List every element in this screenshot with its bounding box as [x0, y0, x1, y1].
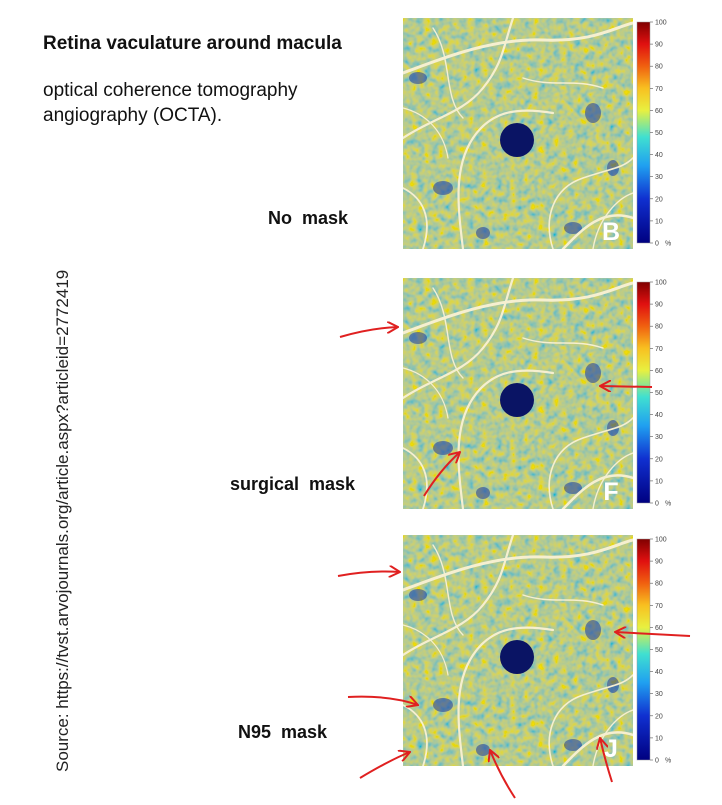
colorbar-tick-label: 90 — [655, 302, 663, 309]
subtitle-line: optical coherence tomography — [43, 80, 298, 101]
octa-image — [403, 535, 633, 766]
colorbar-tick-label: 0 — [655, 241, 659, 248]
colorbar-tick-label: 10 — [655, 478, 663, 485]
colorbar-tick-label: 50 — [655, 130, 663, 137]
arrow — [615, 632, 691, 636]
colorbar-tick-label: 60 — [655, 368, 663, 375]
colorbar-tick-label: 0 — [655, 758, 659, 765]
arrow — [600, 738, 613, 783]
colorbar-unit: % — [665, 501, 671, 508]
colorbar — [636, 281, 651, 504]
arrow — [337, 572, 400, 577]
arrow — [600, 386, 653, 387]
colorbar — [636, 21, 651, 244]
panel-letter: B — [602, 218, 620, 246]
colorbar-tick-label: 20 — [655, 456, 663, 463]
colorbar-unit: % — [665, 758, 671, 765]
arrow — [339, 327, 398, 338]
colorbar-tick-label: 30 — [655, 434, 663, 441]
colorbar-tick-label: 10 — [655, 735, 663, 742]
colorbar-tick-label: 90 — [655, 559, 663, 566]
panel-letter: F — [603, 478, 618, 506]
colorbar-tick-label: 40 — [655, 412, 663, 419]
arrow — [359, 752, 410, 779]
colorbar-tick-label: 20 — [655, 713, 663, 720]
colorbar-tick-label: 70 — [655, 346, 663, 353]
colorbar-tick-label: 30 — [655, 691, 663, 698]
octa-image — [403, 278, 633, 509]
colorbar-tick-label: 10 — [655, 218, 663, 225]
colorbar-tick-label: 0 — [655, 501, 659, 508]
colorbar-tick-label: 50 — [655, 390, 663, 397]
title: Retina vaculature around macula — [43, 33, 342, 54]
panel-label: No mask — [268, 208, 349, 228]
colorbar-tick-label: 70 — [655, 86, 663, 93]
octa-image — [403, 18, 633, 249]
colorbar-tick-label: 80 — [655, 581, 663, 588]
arrow — [347, 697, 418, 705]
colorbar-unit: % — [665, 241, 671, 248]
colorbar-tick-label: 70 — [655, 603, 663, 610]
colorbar-tick-label: 100 — [655, 537, 667, 544]
arrow — [490, 750, 516, 799]
colorbar — [636, 538, 651, 761]
source-text: Source: https://tvst.arvojournals.org/ar… — [53, 270, 72, 772]
colorbar-tick-label: 20 — [655, 196, 663, 203]
red-arrows — [337, 327, 691, 799]
colorbar-tick-label: 40 — [655, 152, 663, 159]
colorbar-tick-label: 80 — [655, 64, 663, 71]
colorbar-tick-label: 50 — [655, 647, 663, 654]
colorbar-tick-label: 60 — [655, 625, 663, 632]
panels: BNo mask0102030405060708090100%Fsurgical… — [230, 18, 671, 766]
colorbar-tick-label: 100 — [655, 20, 667, 27]
panel: B No mask 0 10 20 30 40 50 60 70 80 90 100% — [268, 18, 671, 249]
colorbar-tick-label: 100 — [655, 280, 667, 287]
colorbar-tick-label: 90 — [655, 42, 663, 49]
panel-label: surgical mask — [230, 474, 356, 494]
colorbar-tick-label: 60 — [655, 108, 663, 115]
arrow — [423, 452, 460, 497]
panel-label: N95 mask — [238, 722, 328, 742]
colorbar-tick-label: 80 — [655, 324, 663, 331]
colorbar-tick-label: 30 — [655, 174, 663, 181]
colorbar-tick-label: 40 — [655, 669, 663, 676]
subtitle-line: angiography (OCTA). — [43, 105, 222, 126]
